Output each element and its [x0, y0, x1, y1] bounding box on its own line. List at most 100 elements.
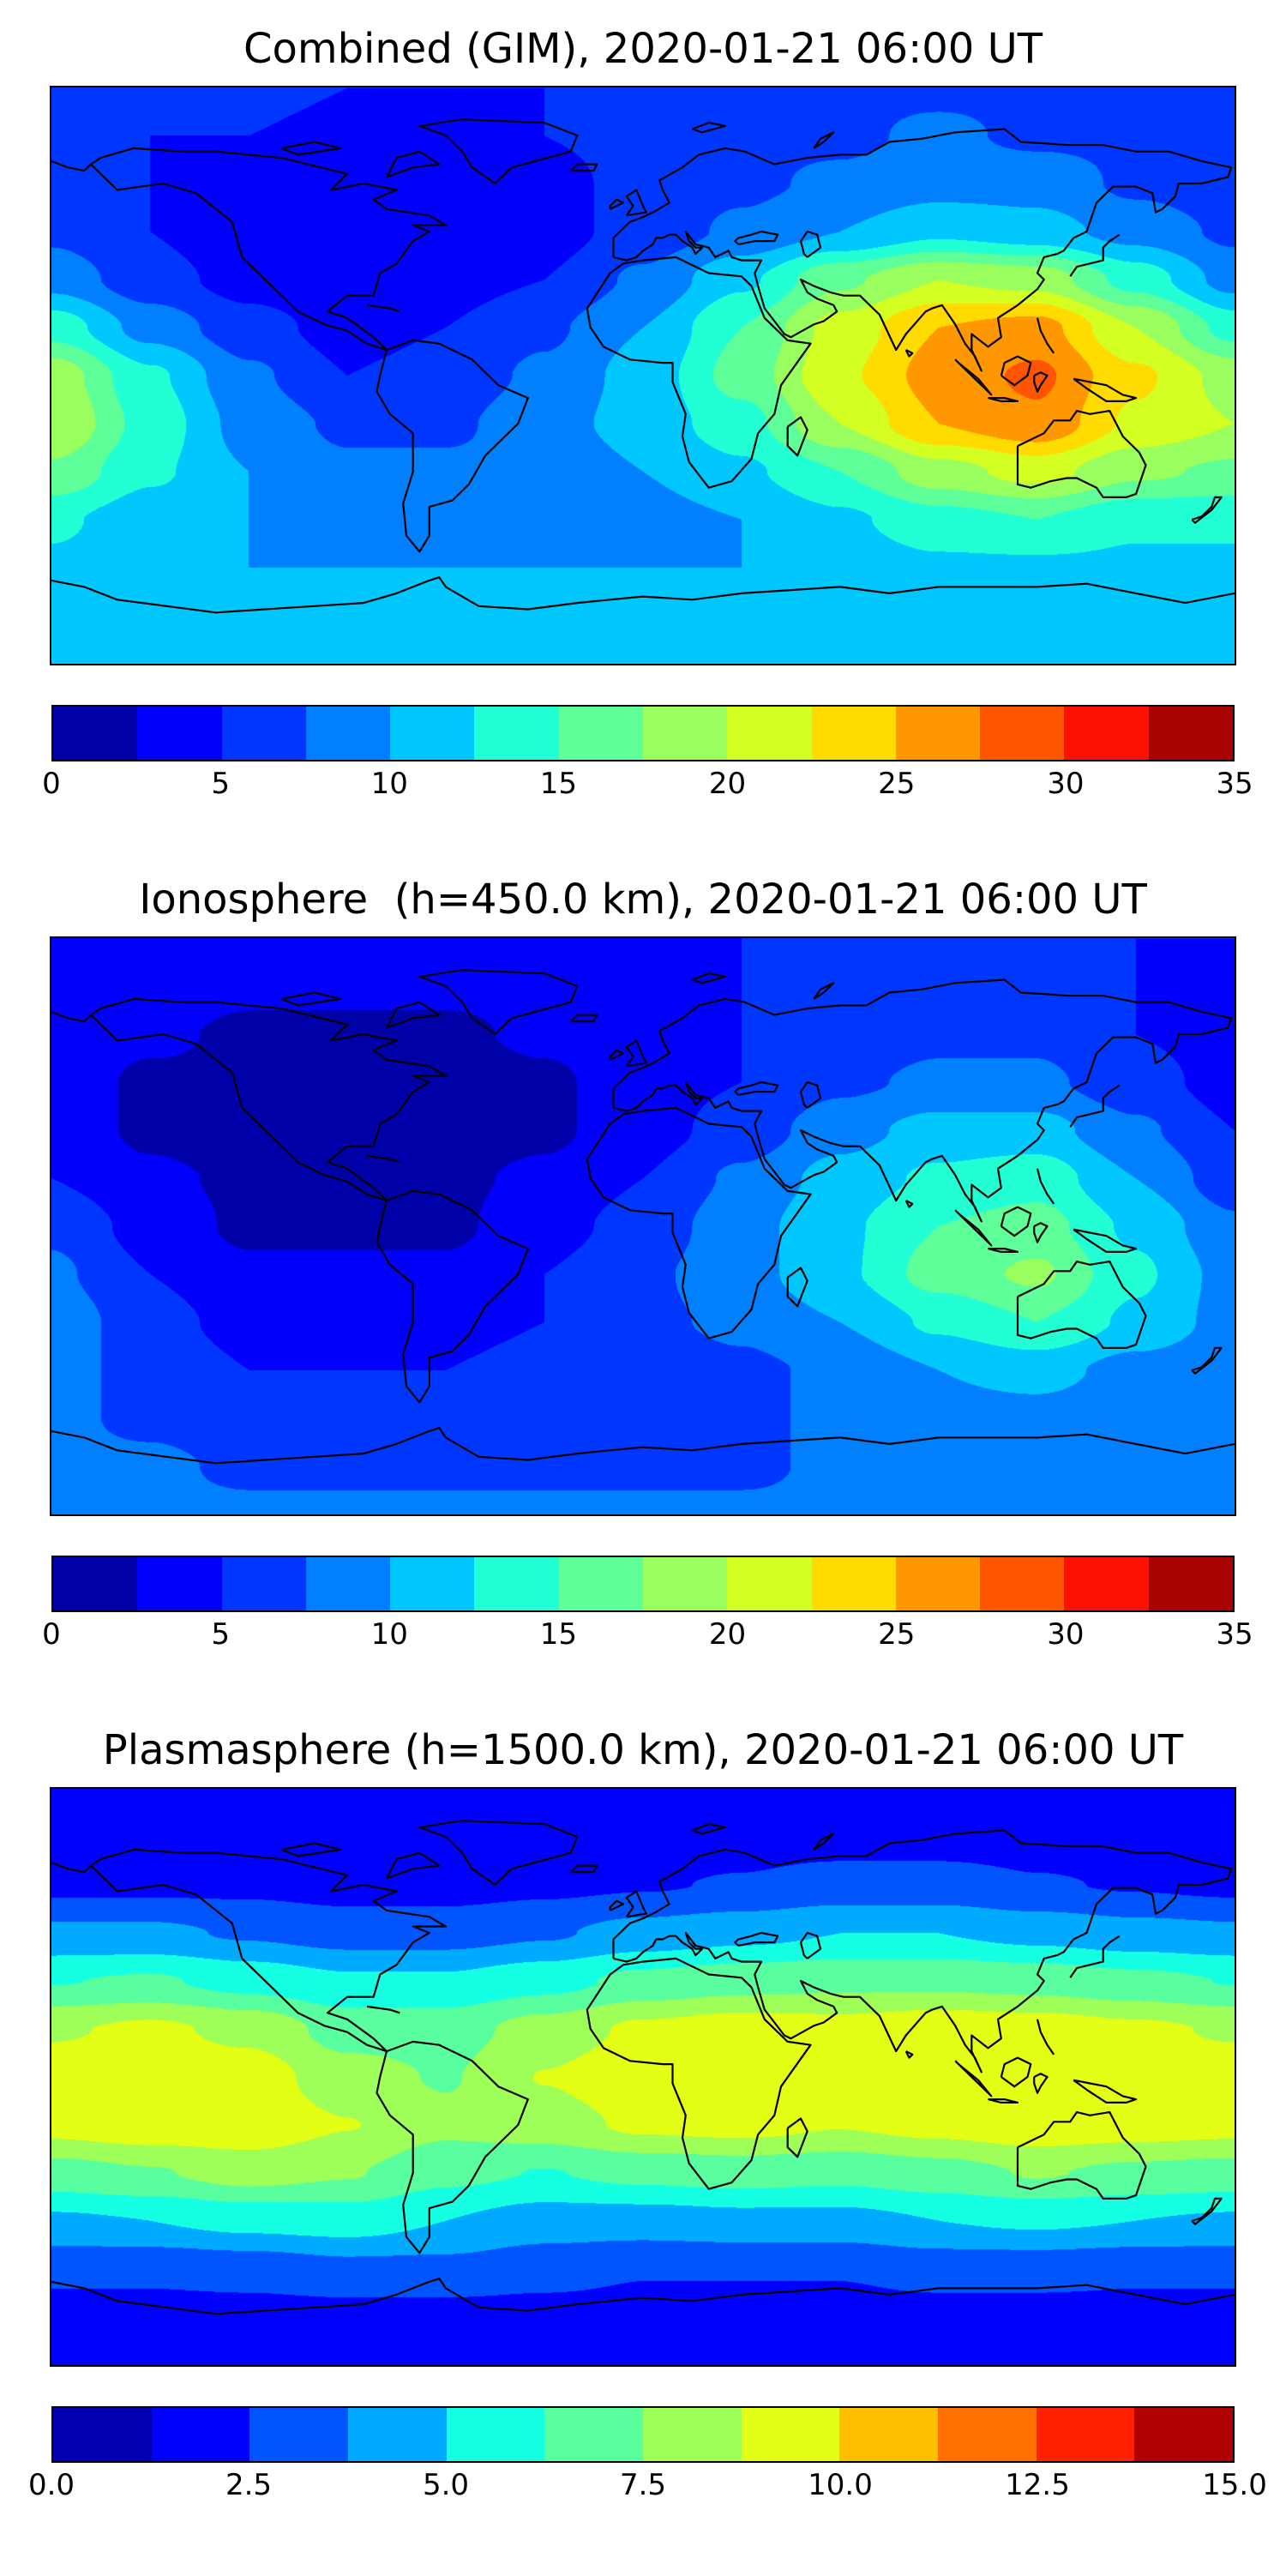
coastline-path: [612, 978, 1233, 1223]
colorbar-plasmasphere: [51, 2406, 1235, 2463]
coastline-path: [586, 1106, 812, 1339]
coastline-path: [51, 159, 92, 172]
coastline-path: [569, 1864, 598, 1874]
colorbar-segment: [1064, 707, 1149, 760]
coastline-path: [51, 1010, 92, 1023]
colorbar-ionosphere: [51, 1556, 1235, 1612]
coastline-path: [954, 1209, 993, 1247]
coastline-path: [90, 1848, 448, 2053]
coastline-path: [386, 1001, 441, 1029]
coastline-path: [1033, 2073, 1049, 2094]
coastline-path: [625, 189, 647, 217]
colorbar-segment: [642, 1557, 728, 1610]
colorbar-segment: [305, 1557, 391, 1610]
coastline-path: [51, 2278, 1235, 2315]
map-title-combined: Combined (GIM), 2020-01-21 06:00 UT: [243, 25, 1043, 73]
coastline-path: [988, 2098, 1019, 2104]
coastline-path: [366, 1154, 400, 1164]
coastline-path: [609, 198, 625, 210]
coastline-path: [418, 969, 579, 1035]
colorbar-tick-label: 5.0: [422, 2468, 470, 2502]
coastline-path: [904, 2050, 914, 2059]
coastline-path: [1033, 371, 1049, 393]
coastline-path: [612, 128, 1233, 372]
colorbar-segment: [53, 2408, 152, 2461]
colorbar-segment: [1064, 1557, 1149, 1610]
colorbar-segment: [249, 2408, 349, 2461]
coastline-path: [376, 1189, 529, 1404]
colorbar-tick-label: 35: [1216, 1617, 1253, 1652]
coastline-path: [954, 358, 993, 396]
coastline-path: [799, 1080, 822, 1109]
coastline-path: [799, 230, 822, 258]
coastline-path: [734, 1080, 779, 1096]
coastline-path: [569, 163, 598, 172]
colorbar-segment: [811, 1557, 896, 1610]
colorbar-wrap-plasmasphere: 0.0 2.5 5.0 7.5 10.0 12.5 15.0: [28, 2406, 1267, 2509]
colorbar-wrap-combined: 0 5 10 15 20 25 30 35: [42, 705, 1253, 808]
colorbar-segment: [642, 707, 728, 760]
colorbar-segment: [980, 1557, 1065, 1610]
colorbar-tick-label: 0: [42, 1617, 61, 1652]
colorbar-tick-label: 30: [1047, 1617, 1085, 1652]
colorbar-segment: [811, 707, 896, 760]
colorbar-tick-label: 30: [1047, 767, 1085, 801]
colorbar-segment: [544, 2408, 644, 2461]
colorbar-tick-label: 10: [370, 1617, 408, 1652]
coastline-path: [386, 150, 441, 178]
coastline-path: [1073, 1228, 1138, 1253]
colorbar-segment: [727, 707, 812, 760]
coastline-path: [786, 2117, 808, 2158]
coastline-path: [51, 1427, 1235, 1465]
colorbar-ticks-combined: 0 5 10 15 20 25 30 35: [42, 767, 1253, 808]
colorbar-segment: [1036, 2408, 1135, 2461]
colorbar-ticks-plasmasphere: 0.0 2.5 5.0 7.5 10.0 12.5 15.0: [28, 2468, 1267, 2509]
colorbar-combined: [51, 705, 1235, 761]
colorbar-segment: [1148, 707, 1233, 760]
coastline-path: [813, 982, 835, 1000]
coastline-path: [1033, 1222, 1049, 1243]
colorbar-tick-label: 7.5: [619, 2468, 667, 2502]
coastline-path: [625, 1890, 647, 1918]
colorbar-segment: [390, 707, 475, 760]
colorbar-segment: [390, 1557, 475, 1610]
coastline-path: [376, 339, 529, 553]
colorbar-tick-label: 35: [1216, 767, 1253, 801]
coastline-path: [1191, 1346, 1223, 1375]
coastline-path: [586, 1957, 812, 2190]
colorbar-ticks-ionosphere: 0 5 10 15 20 25 30 35: [42, 1617, 1253, 1658]
coastline-path: [904, 349, 914, 358]
coastline-path: [1000, 355, 1032, 387]
coastline-path: [692, 122, 726, 134]
colorbar-tick-label: 25: [878, 767, 916, 801]
colorbar-tick-label: 25: [878, 1617, 916, 1652]
coastline-path: [625, 1039, 647, 1068]
colorbar-tick-label: 15: [539, 767, 578, 801]
coastline-path: [90, 147, 448, 352]
coastline-path: [612, 1829, 1233, 2073]
coastline-path: [1036, 317, 1055, 354]
colorbar-tick-label: 10: [370, 767, 408, 801]
coastline-path: [1036, 2019, 1055, 2055]
map-title-plasmasphere: Plasmasphere (h=1500.0 km), 2020-01-21 0…: [102, 1726, 1184, 1774]
colorbar-tick-label: 12.5: [1005, 2468, 1070, 2502]
panel-ionosphere: Ionosphere (h=450.0 km), 2020-01-21 06:0…: [0, 875, 1286, 1658]
coastline-path: [586, 256, 812, 489]
coastline-path: [1016, 1261, 1147, 1349]
colorbar-tick-label: 20: [708, 767, 747, 801]
coastline-path: [813, 131, 835, 149]
colorbar-segment: [558, 1557, 643, 1610]
coastlines-overlay: [51, 969, 1235, 1465]
coastline-path: [376, 2040, 529, 2254]
coastline-path: [386, 1851, 441, 1880]
panel-combined-gim: Combined (GIM), 2020-01-21 06:00 UT 0 5 10…: [0, 24, 1286, 808]
coastline-path: [280, 991, 342, 1007]
colorbar-segment: [1134, 2408, 1234, 2461]
colorbar-tick-label: 2.5: [225, 2468, 273, 2502]
colorbar-segment: [938, 2408, 1037, 2461]
coastline-path: [1000, 2056, 1032, 2088]
coastline-path: [904, 1200, 914, 1208]
colorbar-segment: [643, 2408, 742, 2461]
colorbar-segment: [305, 707, 391, 760]
colorbar-segment: [137, 707, 222, 760]
